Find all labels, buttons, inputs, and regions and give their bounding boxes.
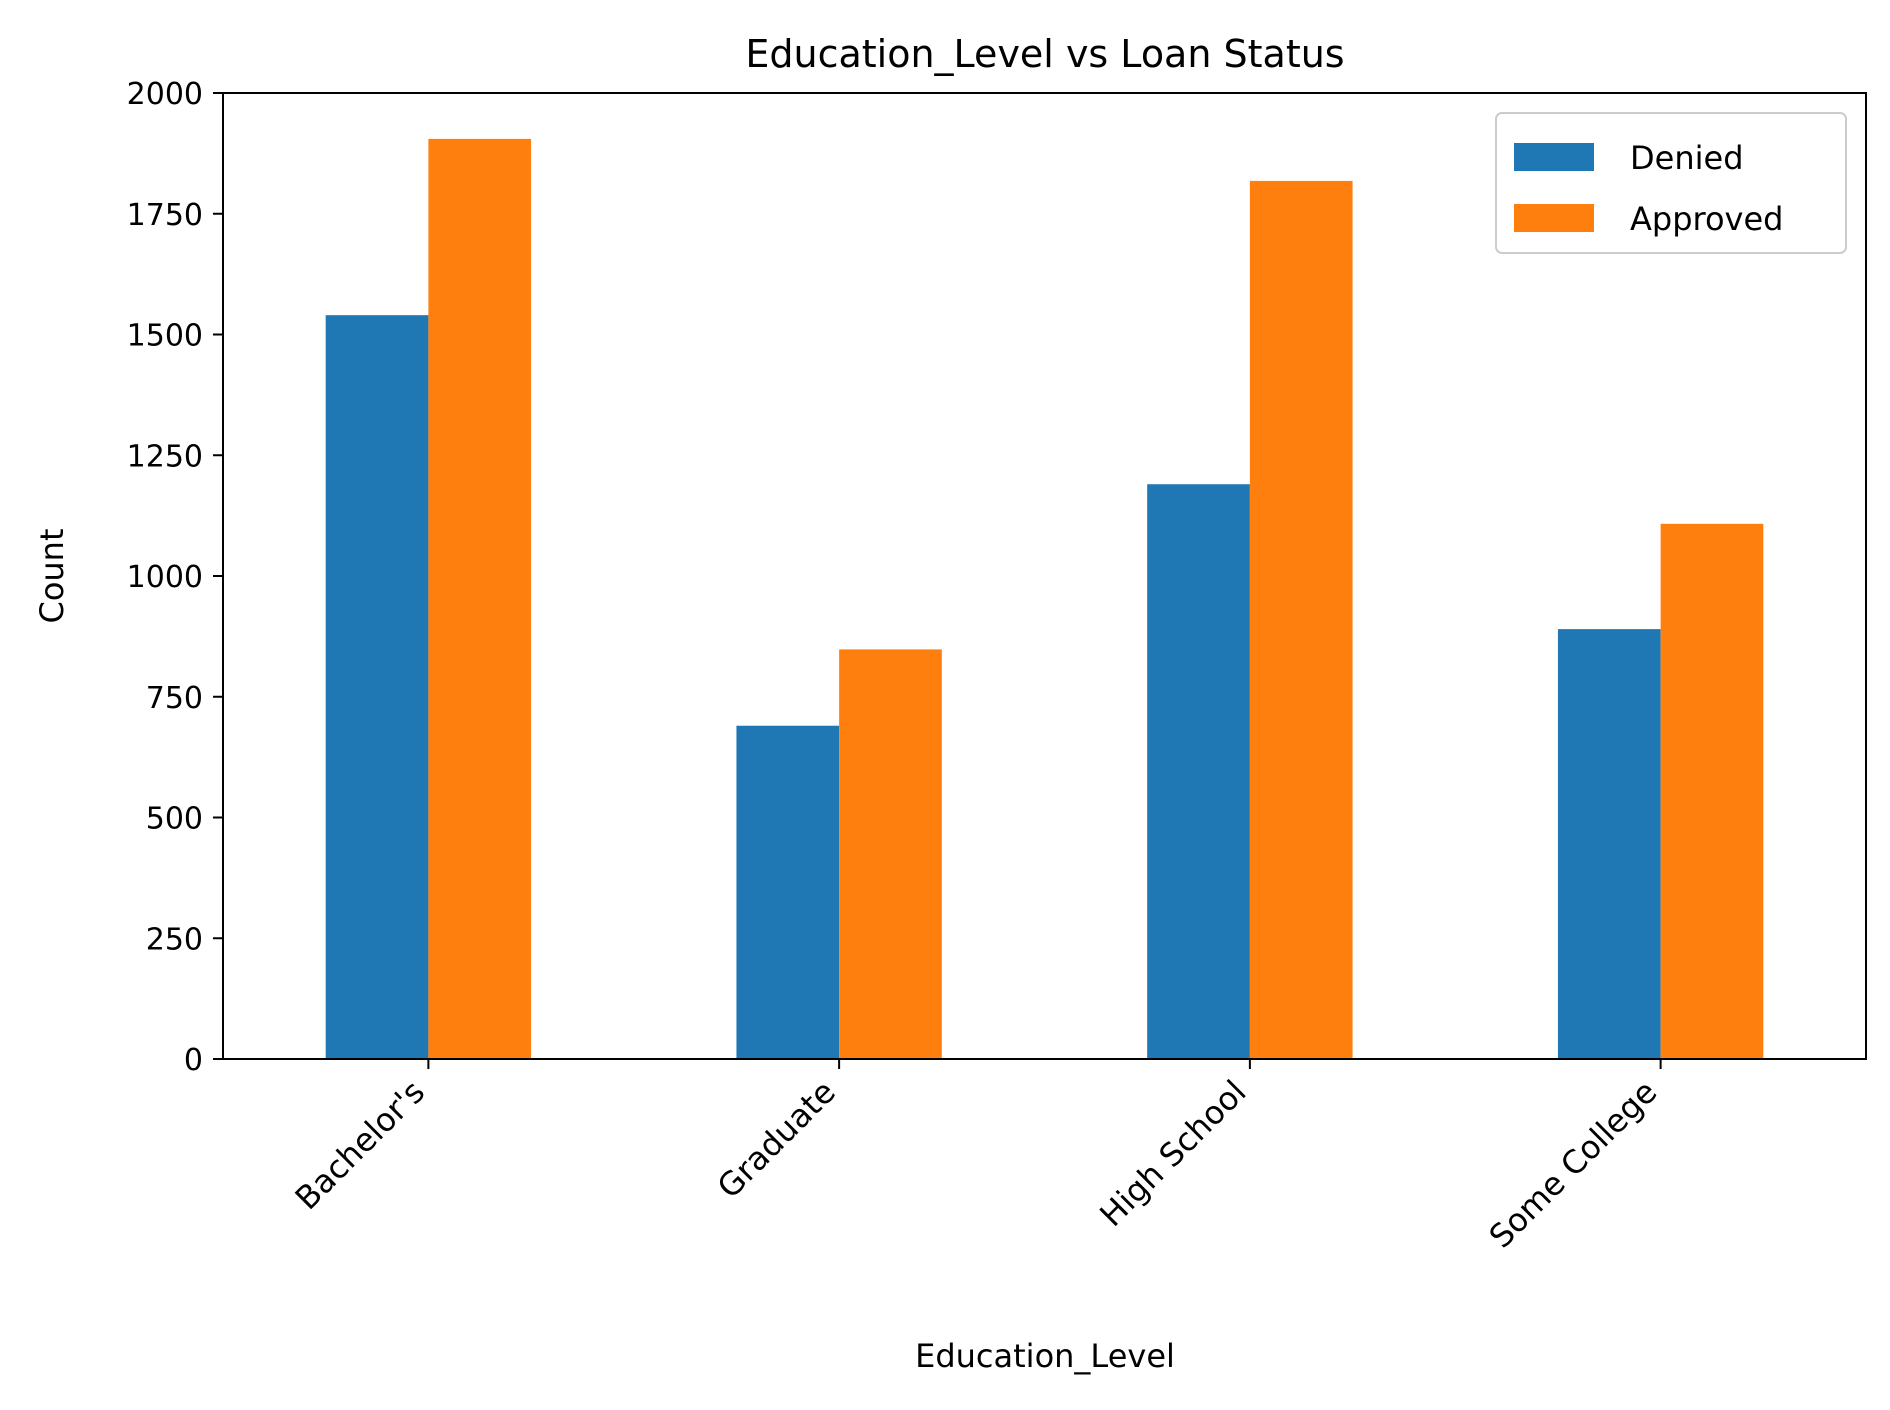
chart-title: Education_Level vs Loan Status (745, 32, 1344, 76)
y-tick-label: 1500 (127, 319, 203, 354)
bar-approved-bachelor-s (428, 138, 532, 1059)
bars-group (325, 138, 1764, 1060)
y-tick-label: 750 (146, 681, 203, 716)
y-tick-label: 1250 (127, 439, 203, 474)
x-axis-label: Education_Level (915, 1337, 1175, 1375)
bar-approved-graduate (839, 649, 942, 1059)
y-tick-label: 1750 (127, 198, 203, 233)
y-tick-label: 500 (146, 802, 203, 837)
legend-label-approved: Approved (1630, 200, 1783, 238)
y-tick-label: 1000 (127, 560, 203, 595)
y-axis: 0 250 500 750 1000 1250 1500 1750 2000 (127, 77, 223, 1078)
bar-denied-high-school (1147, 484, 1250, 1060)
legend-label-denied: Denied (1630, 139, 1744, 177)
y-axis-label: Count (33, 528, 71, 623)
y-tick-label: 250 (146, 922, 203, 957)
y-tick-label: 2000 (127, 77, 203, 112)
bar-approved-some-college (1660, 523, 1764, 1059)
legend-swatch-denied (1514, 143, 1594, 171)
bar-denied-some-college (1557, 629, 1661, 1059)
bar-denied-bachelor-s (325, 315, 429, 1059)
plot-frame (222, 92, 1867, 1060)
y-tick-label: 0 (184, 1043, 203, 1078)
bar-denied-graduate (736, 725, 840, 1059)
legend: Denied Approved (1495, 112, 1847, 254)
legend-swatch-approved (1514, 204, 1594, 232)
bar-approved-high-school (1249, 180, 1353, 1059)
